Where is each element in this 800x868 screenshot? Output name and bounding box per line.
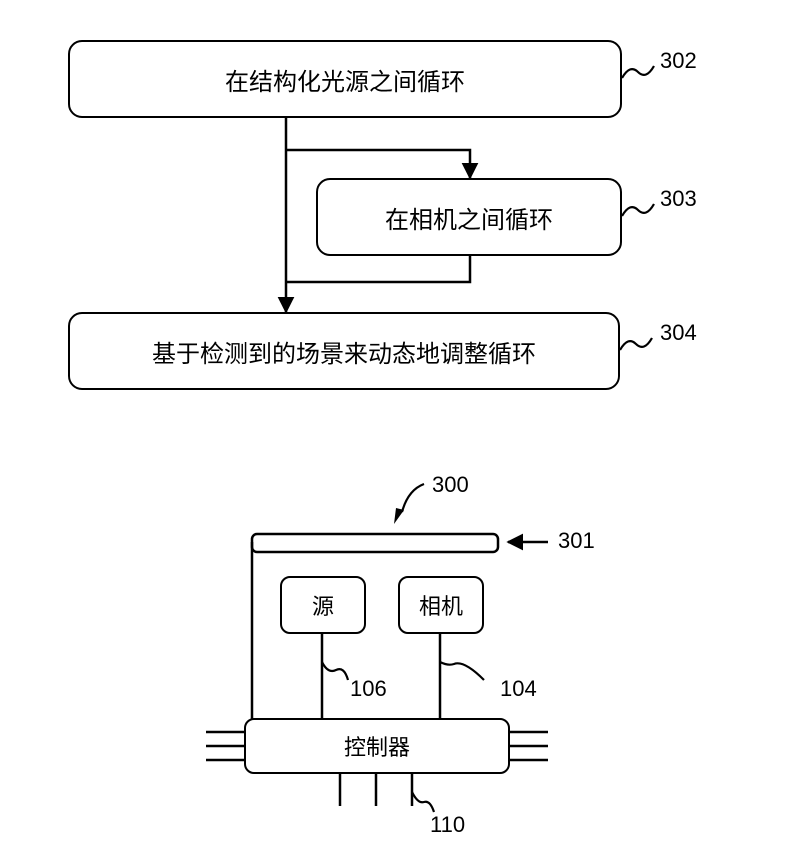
camera-box: 相机 [398,576,484,634]
source-106-label: 106 [350,676,387,702]
camera-104-label: 104 [500,676,537,702]
controller-110-label: 110 [430,812,465,838]
step-303-box: 在相机之间循环 [316,178,622,256]
step-304-text: 基于检测到的场景来动态地调整循环 [152,334,536,369]
camera-text: 相机 [419,589,463,621]
controller-text: 控制器 [344,730,410,762]
source-box: 源 [280,576,366,634]
step-304-label: 304 [660,320,697,346]
ref-300-label: 300 [432,472,469,498]
step-304-box: 基于检测到的场景来动态地调整循环 [68,312,620,390]
step-302-label: 302 [660,48,697,74]
step-303-text: 在相机之间循环 [385,200,553,235]
strip-301-label: 301 [558,528,595,554]
step-302-box: 在结构化光源之间循环 [68,40,622,118]
step-303-label: 303 [660,186,697,212]
step-302-text: 在结构化光源之间循环 [225,62,465,97]
source-text: 源 [312,589,334,621]
controller-box: 控制器 [244,718,510,774]
